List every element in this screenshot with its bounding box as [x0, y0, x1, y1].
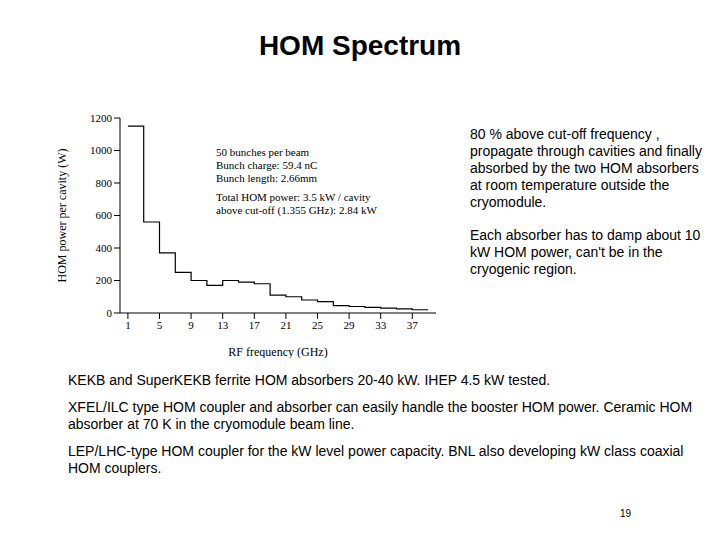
html-text:Bunch length: 2.66mm: Bunch length: 2.66mm	[216, 172, 318, 184]
html-text:19: 19	[620, 508, 632, 519]
html-text:LEP/LHC-type HOM coupler for t: LEP/LHC-type HOM coupler for the kW leve…	[68, 443, 684, 476]
svg-text:21: 21	[280, 319, 291, 331]
html-text:50 bunches per beam: 50 bunches per beam	[216, 146, 310, 158]
svg-text:600: 600	[96, 209, 113, 221]
html-text:Each absorber has to damp abou: Each absorber has to damp about 10 kW HO…	[470, 227, 701, 277]
svg-text:400: 400	[96, 242, 113, 254]
html-text:KEKB and SuperKEKB ferrite HOM: KEKB and SuperKEKB ferrite HOM absorbers…	[68, 372, 551, 388]
html-text:above cut-off (1.355 GHz): 2.8: above cut-off (1.355 GHz): 2.84 kW	[216, 204, 377, 216]
svg-text:33: 33	[375, 319, 387, 331]
html-text:XFEL/ILC type HOM coupler and: XFEL/ILC type HOM coupler and absorber c…	[68, 399, 693, 432]
svg-text:200: 200	[96, 274, 113, 286]
svg-text:0: 0	[107, 307, 113, 319]
svg-text:9: 9	[188, 319, 194, 331]
svg-text:29: 29	[344, 319, 356, 331]
html-text:Total HOM power: 3.5 kW / cavi: Total HOM power: 3.5 kW / cavity	[216, 191, 371, 203]
svg-text:25: 25	[312, 319, 324, 331]
html-text:Bunch charge: 59.4 nC: Bunch charge: 59.4 nC	[216, 159, 318, 171]
svg-text:HOM power per cavity (W): HOM power per cavity (W)	[58, 149, 69, 283]
svg-text:1: 1	[125, 319, 130, 331]
svg-text:5: 5	[157, 319, 163, 331]
svg-text:1200: 1200	[90, 112, 113, 124]
svg-text:17: 17	[249, 319, 260, 331]
svg-text:37: 37	[407, 319, 419, 331]
svg-text:RF frequency (GHz): RF frequency (GHz)	[228, 345, 327, 358]
svg-text:13: 13	[217, 319, 229, 331]
svg-text:1000: 1000	[90, 144, 113, 156]
html-text:80 % above cut-off frequency ,: 80 % above cut-off frequency , propagate…	[470, 126, 702, 210]
html-text:HOM Spectrum: HOM Spectrum	[258, 30, 462, 61]
svg-text:800: 800	[96, 177, 113, 189]
